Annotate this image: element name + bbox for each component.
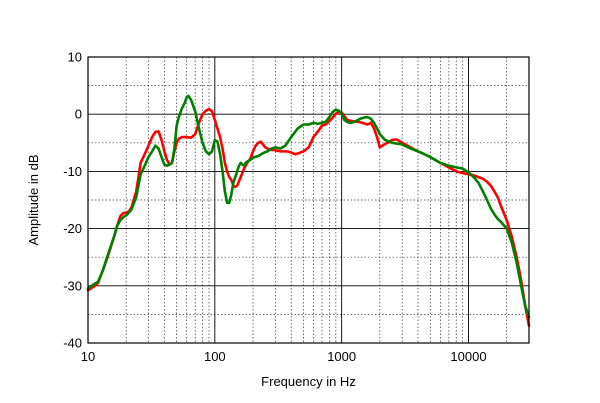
series-line-green — [86, 94, 531, 319]
y-tick-label: -10 — [63, 164, 82, 179]
y-tick-label: -40 — [63, 336, 82, 351]
y-tick-labels: 10 0 -10 -20 -30 -40 — [63, 50, 82, 351]
x-tick-labels: 10 100 1000 10000 — [81, 349, 487, 364]
y-tick-label: -20 — [63, 221, 82, 236]
y-axis-title: Amplitude in dB — [26, 154, 41, 245]
y-tick-label: 0 — [75, 107, 82, 122]
x-axis-title: Frequency in Hz — [261, 374, 356, 389]
y-tick-label: -30 — [63, 278, 82, 293]
series-layer — [86, 94, 531, 328]
plot-frame — [87, 56, 530, 344]
y-tick-label: 10 — [68, 50, 82, 65]
x-tick-label: 100 — [204, 349, 226, 364]
x-tick-label: 10 — [81, 349, 95, 364]
x-tick-label: 1000 — [327, 349, 356, 364]
x-tick-label: 10000 — [450, 349, 486, 364]
